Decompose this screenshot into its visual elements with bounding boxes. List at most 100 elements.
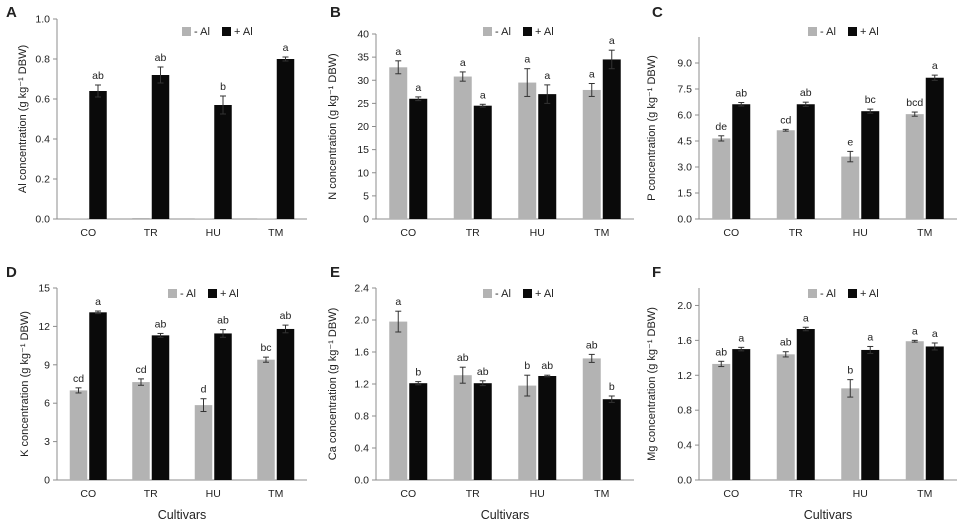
y-tick-label: 0 xyxy=(44,475,50,487)
significance-label: a xyxy=(395,46,401,58)
x-tick-label: HU xyxy=(853,227,868,239)
significance-label: cd xyxy=(73,373,84,385)
legend-swatch-plus-al xyxy=(523,289,532,298)
legend-swatch-minus-al xyxy=(168,289,177,298)
bar-minus-al-hu xyxy=(841,156,860,219)
x-tick-label: TM xyxy=(917,488,932,500)
y-tick-label: 1.2 xyxy=(677,370,692,382)
legend: - Al + Al xyxy=(182,26,253,38)
bar-minus-al-co xyxy=(712,138,731,219)
y-tick-label: 6.0 xyxy=(677,110,692,122)
panel-c: C P concentration (g kg⁻¹ DBW) 0.0 1.5 3.0 4.… xyxy=(646,4,957,239)
y-tick-label: 0.4 xyxy=(354,443,369,455)
bar-minus-al-tm xyxy=(257,359,275,480)
bar-plus-al-co xyxy=(409,383,428,480)
significance-label: a xyxy=(524,54,530,66)
significance-label: bcd xyxy=(906,97,923,109)
x-tick-label: TR xyxy=(144,227,158,239)
x-tick-label: TR xyxy=(789,227,803,239)
y-tick-label: 40 xyxy=(357,29,369,41)
bar-minus-al-co xyxy=(69,390,88,480)
bar-plus-al-hu xyxy=(538,94,557,219)
significance-label: ab xyxy=(780,337,792,349)
significance-label: a xyxy=(415,82,421,94)
y-tick-label: 0.0 xyxy=(354,475,369,487)
significance-label: ab xyxy=(715,346,727,358)
x-tick-label: HU xyxy=(530,488,545,500)
legend-label-minus-al: - Al xyxy=(820,288,836,300)
significance-label: b xyxy=(415,367,421,379)
significance-label: ab xyxy=(541,360,553,372)
bar-plus-al-hu xyxy=(214,333,232,480)
legend-label-plus-al: + Al xyxy=(535,288,554,300)
y-tick-label: 9.0 xyxy=(677,58,692,70)
significance-label: b xyxy=(524,360,530,372)
x-tick-label: TR xyxy=(144,488,158,500)
x-tick-label: CO xyxy=(723,488,739,500)
y-tick-label: 1.6 xyxy=(677,335,692,347)
bar-plus-al-tm xyxy=(276,328,295,480)
bar-minus-al-hu xyxy=(194,218,213,219)
panel-a: A Al concentration (g kg⁻¹ DBW) 0.0 0.2 0.4 0… xyxy=(6,4,307,239)
x-tick-label: HU xyxy=(853,488,868,500)
significance-label: b xyxy=(847,365,853,377)
legend-swatch-minus-al xyxy=(808,289,817,298)
significance-label: b xyxy=(220,81,226,93)
legend-swatch-minus-al xyxy=(182,27,191,36)
y-tick-label: 2.0 xyxy=(677,300,692,312)
legend-label-minus-al: - Al xyxy=(180,288,196,300)
bar-minus-al-tm xyxy=(905,341,924,480)
y-axis-label: K concentration (g kg⁻¹ DBW) xyxy=(19,311,31,457)
significance-label: ab xyxy=(586,339,598,351)
significance-label: d xyxy=(201,384,207,396)
x-tick-label: TM xyxy=(268,227,283,239)
y-tick-label: 4.5 xyxy=(677,136,692,148)
significance-label: a xyxy=(932,328,938,340)
bar-minus-al-tm xyxy=(582,89,601,220)
y-tick-label: 0.8 xyxy=(354,411,369,423)
bar-plus-al-hu xyxy=(861,349,880,480)
y-tick-label: 30 xyxy=(357,75,369,87)
legend-label-plus-al: + Al xyxy=(860,26,879,38)
significance-label: a xyxy=(460,57,466,69)
bar-minus-al-tr xyxy=(132,218,150,219)
bar-minus-al-hu xyxy=(518,385,537,480)
significance-label: cd xyxy=(135,364,146,376)
y-axis-label: N concentration (g kg⁻¹ DBW) xyxy=(327,53,339,199)
legend-swatch-plus-al xyxy=(848,27,857,36)
significance-label: ab xyxy=(457,352,469,364)
significance-label: a xyxy=(609,35,615,47)
bar-minus-al-co xyxy=(389,321,408,480)
significance-label: a xyxy=(395,296,401,308)
significance-label: ab xyxy=(800,87,812,99)
legend-label-minus-al: - Al xyxy=(495,288,511,300)
panel-e: E Ca concentration (g kg⁻¹ DBW) 0.0 0.4 0.8 1… xyxy=(327,264,634,522)
significance-label: e xyxy=(847,136,853,148)
significance-label: a xyxy=(589,68,595,80)
significance-label: ab xyxy=(155,318,167,330)
y-tick-label: 1.0 xyxy=(35,14,50,26)
panel-label: F xyxy=(652,264,661,281)
legend-label-plus-al: + Al xyxy=(535,26,554,38)
legend: - Al + Al xyxy=(168,288,239,300)
bar-plus-al-co xyxy=(732,104,751,219)
legend-label-minus-al: - Al xyxy=(495,26,511,38)
bar-minus-al-tm xyxy=(257,218,275,219)
bar-plus-al-tm xyxy=(602,399,621,480)
x-tick-label: CO xyxy=(723,227,739,239)
panel-label: A xyxy=(6,4,17,21)
bar-plus-al-tr xyxy=(796,104,815,219)
y-tick-label: 1.6 xyxy=(354,347,369,359)
y-tick-label: 7.5 xyxy=(677,84,692,96)
bar-plus-al-hu xyxy=(538,376,557,480)
bar-minus-al-tr xyxy=(132,382,150,480)
bar-minus-al-tr xyxy=(776,354,795,480)
bar-minus-al-hu xyxy=(841,388,860,480)
y-tick-label: 0.6 xyxy=(35,94,50,106)
significance-label: ab xyxy=(477,366,489,378)
x-axis-label: Cultivars xyxy=(804,508,853,522)
significance-label: b xyxy=(609,381,615,393)
panel-d: D K concentration (g kg⁻¹ DBW) 0 3 6 9 12 15 CO c… xyxy=(6,264,307,522)
y-tick-label: 0.0 xyxy=(677,475,692,487)
